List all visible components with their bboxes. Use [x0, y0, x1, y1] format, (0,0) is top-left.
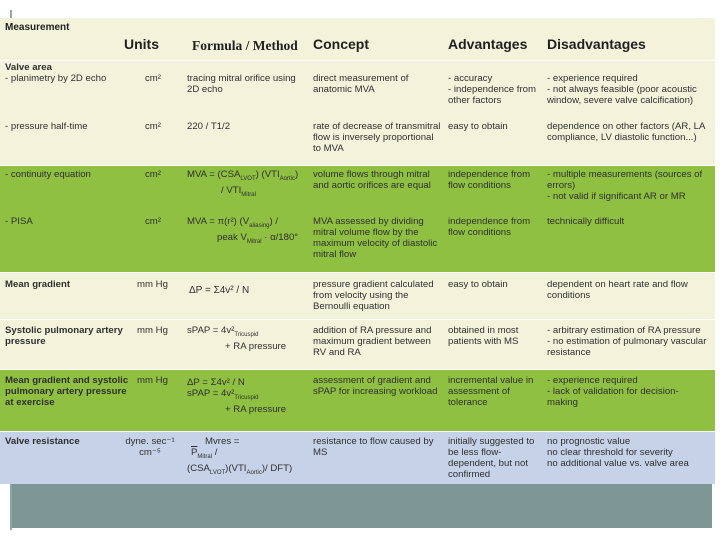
formula-continuity: MVA = (CSALVOT) (VTIAortic) / VTIMitral — [187, 169, 312, 201]
disadvantages-exercise: - experience required - lack of validati… — [547, 375, 679, 408]
concept-planimetry: direct measurement of anatomic MVA — [313, 73, 409, 95]
concept-exercise: assessment of gradient and sPAP for incr… — [313, 375, 438, 397]
units-spap: mm Hg — [137, 325, 168, 336]
header-units: Units — [124, 36, 159, 52]
footer-band — [12, 484, 712, 528]
concept-mean-gradient: pressure gradient calculated from veloci… — [313, 279, 434, 312]
units-pisa: cm² — [145, 216, 161, 227]
formula-pisa-part: peak V — [217, 231, 247, 243]
formula-pisa-sub: aliasing — [249, 222, 270, 229]
disadvantages-planimetry: - experience required - not always feasi… — [547, 73, 697, 106]
row-name-mean-gradient: Mean gradient — [5, 279, 71, 290]
formula-pisa-part: · α/180° — [261, 231, 299, 243]
units-exercise: mm Hg — [137, 375, 168, 386]
separator — [0, 319, 715, 320]
concept-spap: addition of RA pressure and maximum grad… — [313, 325, 432, 358]
formula-continuity-part: ) — [294, 169, 299, 180]
formula-pisa-sub: Mitral — [246, 238, 262, 245]
advantages-pht: easy to obtain — [448, 121, 508, 132]
disadvantages-pht: dependence on other factors (AR, LA comp… — [547, 121, 705, 143]
row-band-valve-area — [0, 60, 715, 165]
row-band-spap — [0, 319, 715, 369]
advantages-planimetry: - accuracy - independence from other fac… — [448, 73, 536, 106]
formula-continuity-part: ) (VTI — [255, 169, 280, 180]
formula-pisa: MVA = π(r²) (Valiasing) / peak VMitral ·… — [187, 216, 312, 248]
formula-exercise: ΔP = Σ4v² / N sPAP = 4v²Tricuspid + RA p… — [187, 377, 312, 415]
advantages-mean-gradient: easy to obtain — [448, 279, 508, 290]
header-band — [0, 18, 715, 60]
formula-resistance-part: )/ DFT) — [261, 462, 293, 474]
row-band-continuity-pisa — [0, 165, 715, 272]
formula-pisa-part: ) / — [269, 216, 279, 227]
formula-continuity-sub: Aortic — [279, 175, 295, 182]
concept-pisa: MVA assessed by dividing mitral volume f… — [313, 216, 438, 260]
advantages-pisa: independence from flow conditions — [448, 216, 531, 238]
concept-resistance: resistance to flow caused by MS — [313, 436, 434, 458]
formula-continuity-sub: LVOT — [240, 175, 256, 182]
separator — [0, 431, 715, 432]
concept-continuity: volume flows through mitral and aortic o… — [313, 169, 431, 191]
units-planimetry: cm² — [145, 73, 161, 84]
formula-resistance-part: )(VTI — [225, 462, 247, 474]
formula-mean-gradient: ΔP = Σ4v² / N — [189, 285, 250, 296]
disadvantages-pisa: technically difficult — [547, 216, 625, 227]
header-advantages: Advantages — [448, 36, 528, 52]
formula-spap-sub: Tricuspid — [234, 331, 259, 338]
formula-spap-part: + RA pressure — [225, 340, 287, 352]
row-band-mean-gradient — [0, 272, 715, 319]
separator — [0, 272, 715, 273]
separator — [0, 60, 715, 61]
formula-spap: sPAP = 4v²Tricuspid + RA pressure — [187, 325, 312, 352]
measurement-label: Measurement — [5, 22, 70, 33]
formula-continuity-part: MVA = (CSA — [187, 169, 241, 180]
formula-exercise-part: sPAP = 4v² — [187, 388, 235, 399]
header-formula: Formula / Method — [192, 38, 298, 53]
row-name-valve-area: Valve area — [5, 62, 52, 73]
disadvantages-mean-gradient: dependent on heart rate and flow conditi… — [547, 279, 688, 301]
formula-planimetry: tracing mitral orifice using 2D echo — [187, 73, 296, 95]
advantages-exercise: incremental value in assessment of toler… — [448, 375, 534, 408]
formula-exercise-sub: Tricuspid — [234, 394, 259, 401]
advantages-continuity: independence from flow conditions — [448, 169, 531, 191]
header-concept: Concept — [313, 36, 369, 52]
row-name-spap: Systolic pulmonary artery pressure — [5, 325, 123, 347]
formula-resistance-part: (CSA — [187, 462, 210, 474]
row-name-planimetry: - planimetry by 2D echo — [5, 73, 107, 84]
advantages-resistance: initially suggested to be less flow-depe… — [448, 436, 535, 480]
formula-resistance-part: Mvres = — [205, 436, 240, 447]
row-name-pisa: - PISA — [5, 216, 33, 227]
row-name-exercise: Mean gradient and systolic pulmonary art… — [5, 375, 129, 408]
formula-exercise-part: + RA pressure — [225, 403, 287, 415]
disadvantages-spap: - arbitrary estimation of RA pressure - … — [547, 325, 707, 358]
formula-spap-part: sPAP = 4v² — [187, 325, 235, 336]
disadvantages-continuity: - multiple measurements (sources of erro… — [547, 169, 703, 202]
row-band-exercise — [0, 369, 715, 431]
row-name-continuity: - continuity equation — [5, 169, 91, 180]
formula-resistance-part: / — [212, 447, 218, 458]
formula-continuity-sub: Mitral — [241, 191, 256, 198]
formula-pisa-part: MVA = π(r²) (V — [187, 216, 250, 227]
formula-resistance-part: P — [191, 447, 198, 458]
units-pht: cm² — [145, 121, 161, 132]
row-name-resistance: Valve resistance — [5, 436, 80, 447]
formula-resistance: Mvres = PMitral / (CSALVOT)(VTIAortic)/ … — [187, 436, 312, 479]
separator — [0, 165, 715, 166]
formula-continuity-part: / VTI — [221, 184, 242, 196]
row-name-pht: - pressure half-time — [5, 121, 88, 132]
formula-exercise-part: ΔP = Σ4v² / N — [187, 377, 245, 388]
advantages-spap: obtained in most patients with MS — [448, 325, 519, 347]
disadvantages-resistance: no prognostic value no clear threshold f… — [547, 436, 689, 469]
formula-pht: 220 / T1/2 — [187, 121, 231, 132]
formula-resistance-sub: LVOT — [209, 469, 226, 476]
formula-resistance-sub: Mitral — [197, 453, 213, 460]
separator — [0, 369, 715, 370]
units-continuity: cm² — [145, 169, 161, 180]
header-disadvantages: Disadvantages — [547, 36, 646, 52]
concept-pht: rate of decrease of transmitral flow is … — [313, 121, 441, 154]
formula-resistance-sub: Aortic — [246, 469, 262, 476]
row-band-resistance — [0, 431, 715, 484]
units-resistance: dyne. sec⁻¹ cm⁻⁵ — [125, 436, 175, 458]
units-mean-gradient: mm Hg — [137, 279, 168, 290]
